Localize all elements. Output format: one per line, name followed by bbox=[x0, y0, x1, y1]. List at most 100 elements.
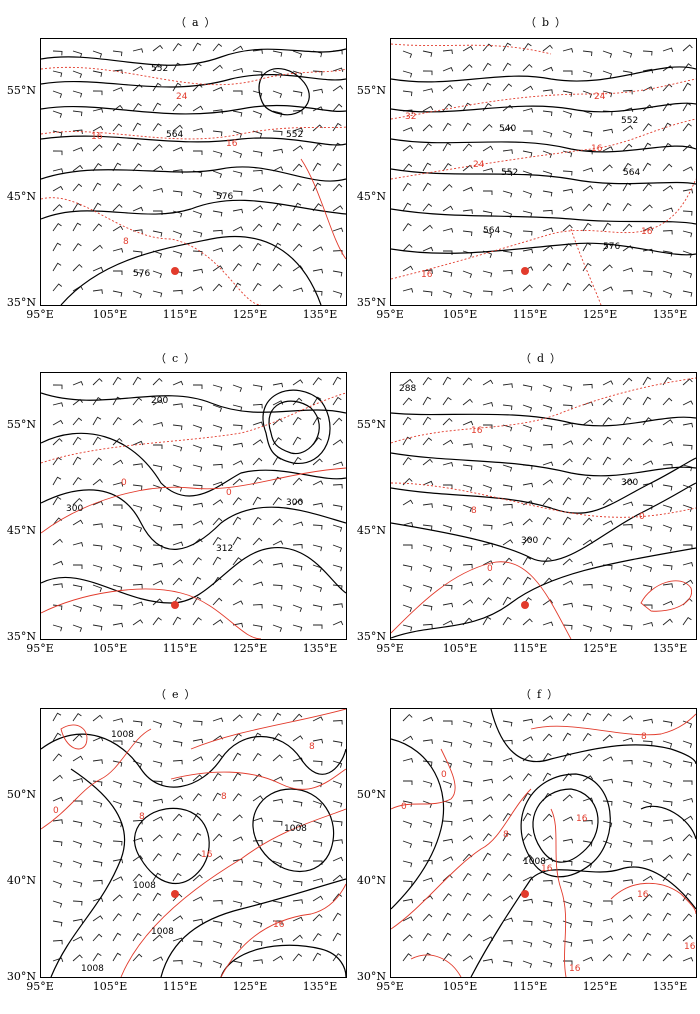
wind-barb bbox=[682, 872, 692, 882]
x-tick: 125°E bbox=[232, 308, 268, 321]
wind-barb bbox=[312, 143, 322, 152]
wind-barb bbox=[332, 720, 343, 725]
contour-label: 288 bbox=[399, 384, 416, 394]
wind-barb bbox=[312, 396, 322, 406]
wind-barb bbox=[662, 819, 673, 824]
wind-barb bbox=[292, 880, 303, 886]
wind-barb bbox=[502, 739, 513, 745]
wind-barb bbox=[662, 270, 673, 278]
wind-barb bbox=[52, 712, 62, 722]
wind-barb bbox=[193, 384, 203, 389]
wind-barb bbox=[582, 167, 594, 173]
wind-barb bbox=[442, 856, 454, 862]
wind-barb bbox=[72, 90, 83, 98]
wind-barb bbox=[542, 920, 553, 928]
wind-barb bbox=[402, 288, 414, 293]
contour-label: 552 bbox=[286, 130, 303, 140]
wind-barb bbox=[332, 484, 343, 489]
x-tick: 125°E bbox=[232, 642, 268, 655]
wind-barb bbox=[482, 914, 493, 922]
wind-barb bbox=[192, 812, 202, 822]
wind-barb bbox=[562, 110, 573, 118]
wind-barb bbox=[682, 544, 693, 549]
wind-barb bbox=[542, 599, 554, 606]
wind-barb bbox=[522, 754, 533, 762]
wind-barb bbox=[152, 913, 162, 922]
wind-barb bbox=[662, 544, 673, 552]
contour-label: 300 bbox=[621, 478, 638, 488]
contour-label: 1008 bbox=[111, 730, 134, 740]
temp-contour bbox=[391, 482, 696, 518]
wind-barb bbox=[462, 892, 472, 902]
wind-barb bbox=[482, 168, 494, 173]
wind-barb bbox=[602, 778, 614, 784]
wind-barb bbox=[482, 814, 493, 822]
wind-barb bbox=[72, 755, 84, 762]
wind-barb bbox=[502, 917, 514, 923]
wind-barb bbox=[212, 150, 223, 158]
wind-barb bbox=[682, 290, 693, 297]
panel-label: （f） bbox=[520, 688, 565, 701]
wind-barb bbox=[132, 290, 143, 298]
height-contour bbox=[41, 199, 346, 220]
wind-barb bbox=[232, 814, 243, 822]
wind-barb bbox=[502, 793, 513, 802]
panel-label: （e） bbox=[155, 688, 202, 701]
wind-barb bbox=[212, 384, 223, 392]
wind-barb bbox=[542, 835, 554, 842]
wind-barb bbox=[482, 145, 494, 152]
panel-e: （e） 1008 1008 1008 1008 1008 0 8 8 16 16… bbox=[0, 676, 350, 1014]
wind-barb bbox=[642, 893, 653, 902]
wind-barb bbox=[522, 812, 532, 822]
wind-barb bbox=[483, 424, 493, 429]
wind-barb bbox=[662, 524, 673, 532]
wind-barb bbox=[442, 439, 454, 446]
wind-barb bbox=[212, 210, 223, 217]
wind-barb bbox=[602, 398, 613, 406]
temp-contour bbox=[41, 392, 346, 464]
height-contour bbox=[391, 66, 696, 83]
wind-barb bbox=[682, 422, 694, 428]
wind-barb bbox=[132, 740, 143, 748]
contour-label: 1008 bbox=[284, 824, 307, 834]
wind-barb bbox=[292, 564, 303, 571]
wind-barb bbox=[562, 773, 572, 782]
wind-barb bbox=[402, 953, 412, 962]
wind-barb bbox=[152, 562, 164, 568]
wind-barb bbox=[642, 912, 652, 922]
wind-barb bbox=[192, 286, 204, 292]
wind-barb bbox=[622, 223, 633, 232]
wind-barb bbox=[462, 270, 473, 278]
x-tick: 105°E bbox=[92, 308, 128, 321]
wind-barb bbox=[172, 872, 182, 882]
wind-barb bbox=[172, 124, 183, 132]
wind-barb bbox=[152, 143, 163, 152]
contour-label: 576 bbox=[216, 192, 233, 202]
wind-barb bbox=[682, 815, 694, 822]
pressure-contour bbox=[41, 733, 346, 788]
wind-barb bbox=[212, 130, 223, 137]
wind-barb bbox=[192, 484, 203, 490]
wind-barb bbox=[682, 892, 692, 902]
wind-barb bbox=[662, 250, 673, 257]
wind-barb bbox=[132, 142, 142, 152]
wind-barb bbox=[502, 104, 513, 112]
wind-barb bbox=[442, 584, 453, 590]
wind-barb bbox=[622, 396, 632, 406]
wind-barb bbox=[232, 772, 242, 782]
y-tick: 45°N bbox=[6, 190, 36, 203]
wind-barb bbox=[332, 564, 343, 572]
wind-barb bbox=[132, 84, 143, 92]
wind-barb bbox=[602, 756, 614, 762]
wind-barb bbox=[192, 190, 203, 198]
wind-barb bbox=[542, 940, 553, 948]
wind-barb bbox=[153, 444, 163, 449]
wind-barb bbox=[442, 84, 453, 92]
wind-barb bbox=[52, 50, 63, 56]
wind-barb bbox=[542, 209, 553, 215]
wind-barb bbox=[272, 712, 282, 722]
wind-barb bbox=[442, 290, 453, 298]
wind-barb bbox=[252, 496, 262, 506]
wind-barb bbox=[172, 777, 184, 783]
wind-barb bbox=[523, 130, 533, 135]
